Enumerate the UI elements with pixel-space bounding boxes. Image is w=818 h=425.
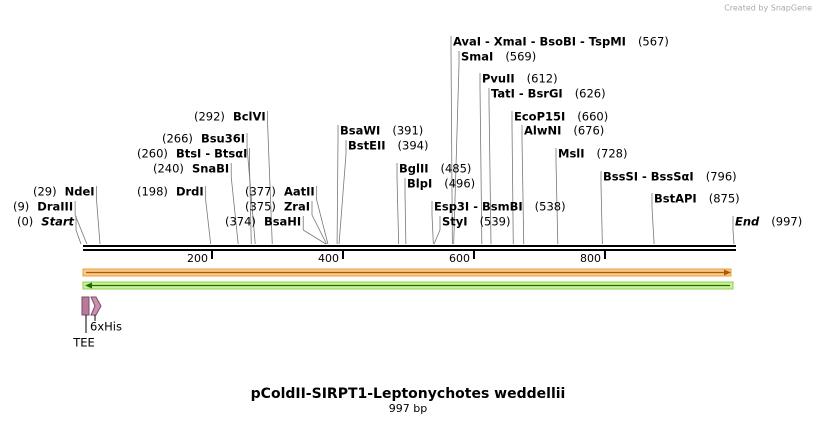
subtitle: 997 bp (389, 402, 427, 415)
site-line (302, 216, 327, 245)
site-line (450, 36, 453, 245)
site-position: (567) (638, 35, 669, 49)
site-position: (997) (771, 215, 802, 229)
site-line (433, 216, 441, 245)
feature-label: 6xHis (90, 320, 122, 334)
site-position: (260) (137, 147, 168, 161)
site-line (732, 216, 735, 245)
site-lines (74, 36, 735, 245)
site-name: BclVI (233, 110, 266, 124)
site-position: (377) (245, 185, 276, 199)
site-position: (728) (597, 147, 628, 161)
site-line (267, 111, 273, 245)
site-line (600, 171, 603, 245)
site-name: BglII (399, 162, 429, 176)
site-line (453, 51, 460, 245)
site-name: AatII (284, 185, 315, 199)
site-position: (569) (505, 50, 536, 64)
site-position: (539) (480, 215, 511, 229)
site-position: (875) (709, 192, 740, 206)
site-name: SmaI (461, 50, 493, 64)
site-position: (240) (153, 162, 184, 176)
site-name: EcoP15I (514, 110, 565, 124)
site-line (246, 133, 256, 245)
site-position: (0) (17, 215, 33, 229)
site-position: (626) (575, 87, 606, 101)
site-name: BstEII (348, 139, 386, 153)
site-line (396, 163, 400, 245)
site-line (404, 178, 407, 245)
site-line (205, 186, 212, 245)
site-name: NdeI (65, 185, 95, 199)
site-position: (496) (444, 177, 475, 191)
site-position: (374) (225, 215, 256, 229)
site-name: BsaHI (264, 215, 301, 229)
site-position: (660) (577, 110, 608, 124)
site-position: (676) (573, 124, 604, 138)
site-name: Start (41, 215, 74, 229)
tick-label: 400 (318, 252, 339, 265)
site-name: AlwNI (524, 124, 561, 138)
site-position: (29) (33, 185, 57, 199)
site-name: End (735, 215, 760, 229)
site-line (479, 73, 483, 245)
site-line (311, 201, 327, 245)
site-line (431, 201, 434, 245)
arrow-head (724, 269, 731, 276)
site-position: (538) (535, 200, 566, 214)
site-line (555, 148, 559, 245)
site-name: StyI (442, 215, 468, 229)
site-line (249, 148, 252, 245)
site-name: DrdI (176, 185, 204, 199)
site-line (74, 201, 88, 245)
site-position: (375) (245, 200, 276, 214)
site-name: PvuII (482, 72, 515, 86)
feature-6xhis (90, 296, 102, 316)
site-name: BssSI - BssSαI (603, 170, 694, 184)
site-name: BsaWI (340, 124, 380, 138)
site-name: BlpI (407, 177, 432, 191)
feature-label: TEE (72, 336, 95, 350)
tick-label: 800 (580, 252, 601, 265)
tick-label: 200 (187, 252, 208, 265)
site-line (338, 140, 347, 245)
site-name: AvaI - XmaI - BsoBI - TspMI (453, 35, 626, 49)
site-name: TatI - BsrGI (491, 87, 563, 101)
site-line (651, 193, 655, 245)
site-name: BtsI - BtsαI (176, 147, 247, 161)
site-name: Bsu36I (201, 132, 245, 146)
site-name: Esp3I - BsmBI (434, 200, 523, 214)
site-line (511, 111, 514, 245)
site-line (316, 186, 329, 245)
site-line (75, 216, 82, 245)
site-line (230, 163, 239, 245)
site-name: ZraI (284, 200, 310, 214)
site-position: (292) (194, 110, 225, 124)
site-position: (796) (706, 170, 737, 184)
site-position: (391) (392, 124, 423, 138)
site-position: (198) (137, 185, 168, 199)
site-name: BstAPI (654, 192, 697, 206)
site-position: (266) (162, 132, 193, 146)
site-line (96, 186, 101, 245)
site-position: (9) (13, 200, 29, 214)
site-position: (612) (527, 72, 558, 86)
site-name: SnaBI (192, 162, 229, 176)
site-name: DraIII (37, 200, 73, 214)
credit: Created by SnapGene (724, 4, 812, 13)
arrow-head (85, 282, 92, 289)
site-name: MslI (558, 147, 585, 161)
site-line (488, 88, 492, 245)
title: pColdII-SIRPT1-Leptonychotes weddellii (251, 386, 566, 402)
site-position: (394) (398, 139, 429, 153)
tick-label: 600 (449, 252, 470, 265)
site-line (521, 125, 525, 245)
site-line (336, 125, 339, 245)
feature-tee (81, 296, 90, 316)
site-position: (485) (441, 162, 472, 176)
